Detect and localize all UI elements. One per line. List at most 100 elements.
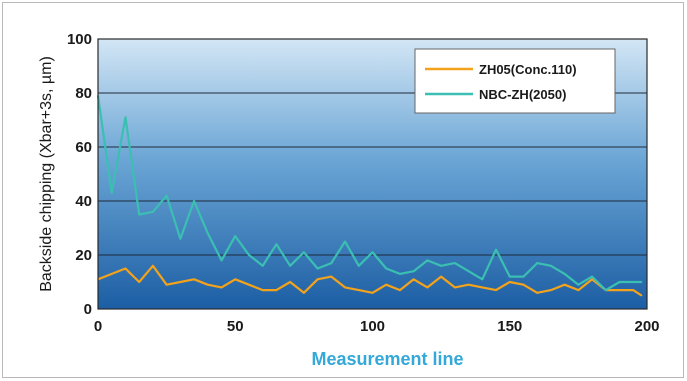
data-point (371, 251, 374, 254)
data-point (207, 232, 209, 235)
x-axis-ticks: 0 50 100 150 200 (94, 318, 660, 335)
data-point (152, 211, 154, 213)
data-point (591, 278, 593, 281)
data-point (179, 238, 182, 240)
data-point (165, 283, 168, 286)
data-point (426, 286, 429, 289)
series-lines (96, 94, 643, 297)
data-point (508, 275, 511, 278)
data-point (481, 286, 484, 289)
data-point (508, 281, 511, 283)
y-tick-label: 40 (75, 193, 92, 210)
data-point (275, 243, 278, 245)
y-tick-label: 80 (75, 85, 92, 102)
data-point (344, 240, 346, 243)
y-tick-label: 100 (67, 31, 92, 48)
series-1 (96, 94, 643, 292)
data-point (550, 289, 552, 291)
data-point (248, 254, 250, 256)
data-point (385, 267, 388, 270)
data-point (640, 294, 643, 297)
data-point (110, 273, 113, 275)
data-point (234, 278, 237, 281)
data-point (577, 289, 580, 291)
data-point (261, 265, 264, 267)
x-tick-label: 150 (497, 318, 522, 335)
data-point (412, 278, 415, 281)
y-tick-label: 60 (75, 139, 92, 156)
data-point (454, 262, 456, 264)
line-chart: 0 20 40 60 80 100 0 50 100 150 200 Backside chipp… (38, 31, 660, 369)
data-point (193, 200, 195, 202)
data-point (152, 265, 154, 267)
data-point (467, 270, 470, 273)
plot-border (97, 38, 648, 310)
data-point (618, 289, 621, 291)
data-point (467, 283, 470, 286)
data-point (412, 270, 415, 273)
data-point (399, 289, 401, 291)
data-point (220, 286, 223, 289)
data-point (357, 289, 360, 291)
data-point (330, 275, 333, 278)
data-point (495, 248, 497, 251)
data-point (481, 278, 484, 281)
data-point (577, 283, 580, 286)
data-point (495, 289, 497, 291)
data-point (522, 283, 525, 286)
data-point (316, 267, 319, 270)
data-point (110, 192, 113, 194)
x-tick-label: 200 (634, 318, 659, 335)
data-point (522, 275, 525, 278)
legend-label: ZH05(Conc.110) (479, 62, 577, 77)
data-point (261, 289, 264, 291)
data-point (289, 265, 291, 267)
y-axis-label: Backside chipping (Xbar+3s, µm) (38, 56, 55, 292)
data-point (399, 273, 401, 275)
data-point (440, 265, 442, 267)
data-point (124, 116, 127, 119)
data-point (536, 292, 538, 294)
data-point (632, 289, 635, 291)
data-point (248, 283, 250, 286)
data-point (536, 262, 538, 264)
data-point (385, 283, 388, 286)
data-point (330, 262, 333, 264)
data-point (618, 281, 621, 283)
data-point (357, 265, 360, 267)
data-point (640, 281, 643, 283)
data-point (165, 194, 168, 197)
legend: ZH05(Conc.110) NBC-ZH(2050) (414, 48, 616, 114)
legend-box (414, 48, 616, 114)
data-point (563, 273, 566, 275)
data-point (316, 278, 319, 281)
data-point (440, 275, 442, 278)
x-tick-label: 100 (360, 318, 385, 335)
data-point (234, 235, 237, 237)
data-point (124, 267, 127, 270)
data-point (454, 286, 456, 289)
y-tick-label: 20 (75, 247, 92, 264)
legend-label: NBC-ZH(2050) (479, 87, 566, 102)
data-point (275, 289, 278, 291)
chart-frame: 0 20 40 60 80 100 0 50 100 150 200 Backside chipp… (2, 2, 684, 378)
data-point (426, 259, 429, 262)
data-point (371, 292, 374, 294)
data-point (563, 283, 566, 286)
y-axis-ticks: 0 20 40 60 80 100 (67, 31, 92, 318)
data-point (220, 259, 223, 262)
x-axis-label: Measurement line (311, 349, 463, 369)
data-point (207, 283, 209, 286)
x-tick-label: 50 (227, 318, 244, 335)
data-point (303, 251, 305, 254)
x-tick-label: 0 (94, 318, 102, 335)
data-point (138, 281, 140, 283)
data-point (605, 289, 607, 291)
data-point (632, 281, 635, 283)
data-point (303, 292, 305, 294)
data-point (344, 286, 346, 289)
y-tick-label: 0 (84, 301, 92, 318)
data-point (289, 281, 291, 283)
data-point (591, 275, 593, 278)
data-point (179, 281, 182, 283)
